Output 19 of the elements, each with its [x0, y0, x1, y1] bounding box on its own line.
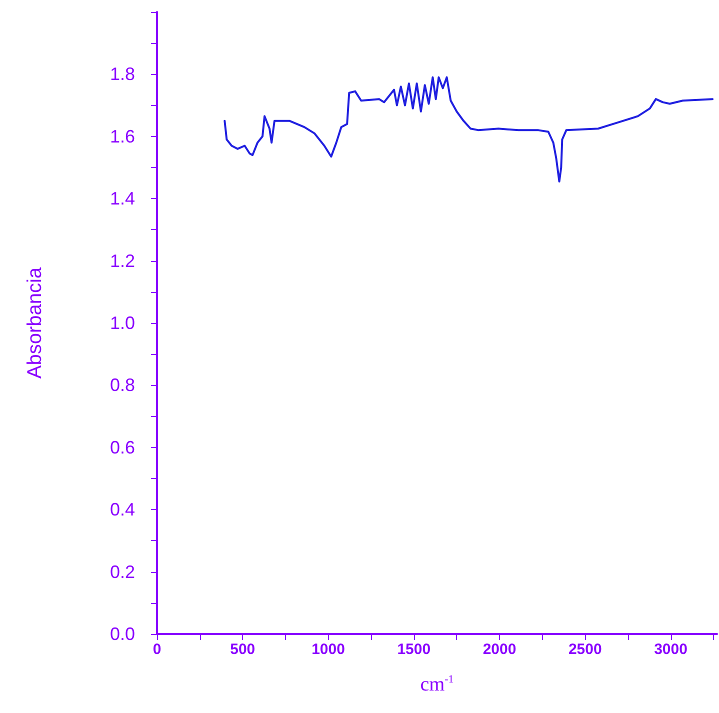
x-tick-label: 2000 — [482, 641, 516, 658]
y-tick-label: 0.4 — [110, 500, 135, 520]
y-tick-label: 0.8 — [110, 375, 135, 396]
y-tick-label: 1.2 — [110, 250, 135, 271]
text: 0.0 — [110, 624, 135, 644]
y-tick-label: 0.6 — [110, 437, 135, 458]
x-tick-label: 0 — [152, 641, 162, 658]
y-tick-label: 1.0 — [110, 313, 135, 333]
line-series — [224, 76, 714, 182]
y-axis-title: Absorbancia — [24, 266, 46, 379]
y-tick-label: 0.2 — [110, 562, 135, 582]
x-tick-label: 1500 — [397, 641, 431, 658]
y-tick-label: 1.4 — [110, 188, 135, 209]
x-tick-label: 1000 — [312, 641, 345, 658]
y-tick-label: 1.8 — [110, 64, 135, 84]
x-tick-label: 500 — [230, 641, 256, 658]
x-tick-label: 2500 — [568, 641, 602, 658]
y-tick-label: 1.6 — [110, 126, 135, 146]
x-tick-label: 3000 — [654, 641, 688, 658]
